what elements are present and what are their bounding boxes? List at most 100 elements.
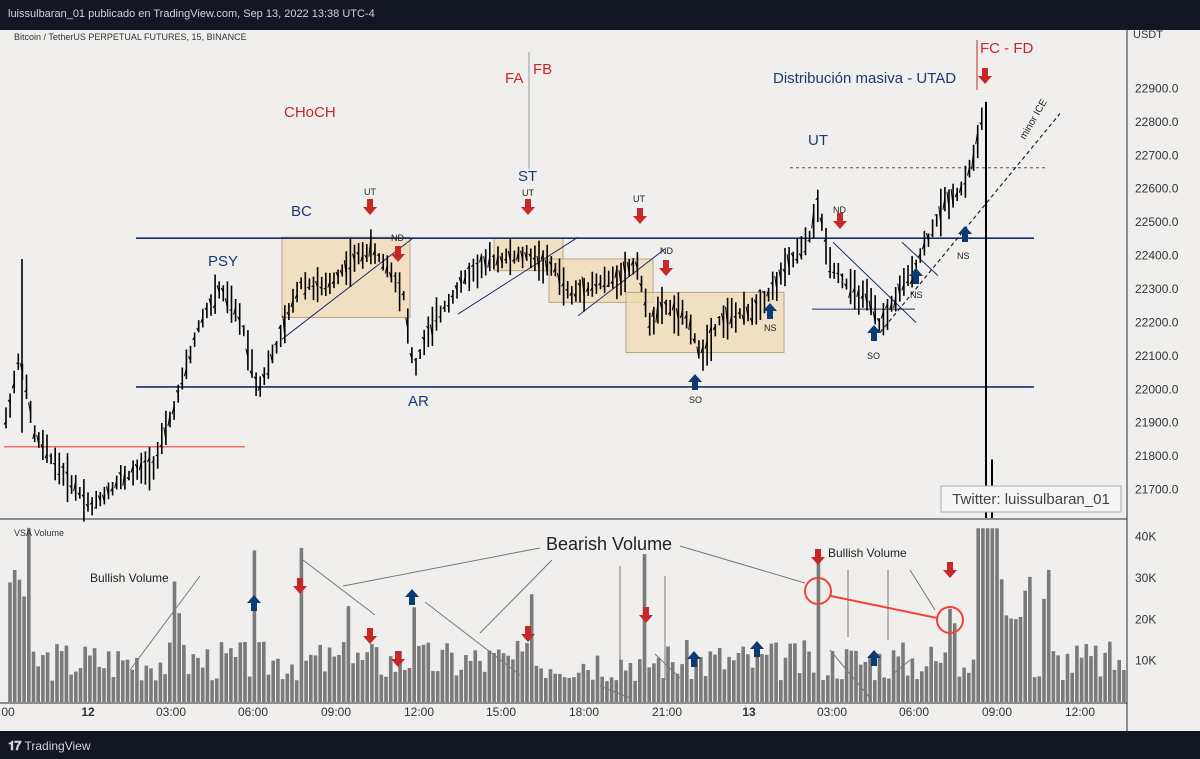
volume-bar: [929, 646, 933, 702]
volume-bar: [811, 672, 816, 702]
volume-bar: [830, 650, 835, 702]
ohlc-bar: [134, 463, 138, 469]
volume-bar: [746, 654, 750, 702]
volume-bar: [200, 667, 205, 702]
volume-highlight-circle: [804, 577, 832, 605]
volume-bar: [191, 654, 196, 702]
ohlc-bar: [733, 315, 737, 319]
bear-arrow: [811, 549, 825, 565]
bull-arrow: [867, 650, 881, 666]
volume-bar: [699, 656, 703, 702]
volume-bar: [633, 680, 637, 702]
volume-bar: [995, 528, 999, 702]
volume-bar: [78, 668, 83, 702]
ohlc-bar: [323, 287, 327, 290]
utad-label: Distribución masiva - UTAD: [773, 70, 956, 87]
ohlc-bar: [200, 317, 204, 323]
bull-arrow: [958, 226, 972, 242]
time-tick-label: 12:00: [404, 705, 434, 719]
volume-bar: [450, 652, 454, 702]
volume-bar: [69, 674, 73, 702]
ar-label: AR: [408, 393, 429, 410]
price-tick-label: 22100.0: [1135, 349, 1179, 363]
time-tick-label: 12:00: [1065, 705, 1095, 719]
volume-bar: [854, 650, 858, 702]
ohlc-bar: [614, 267, 618, 279]
volume-tick-label: 40K: [1135, 530, 1156, 544]
volume-bar: [1112, 669, 1117, 702]
volume-bar: [952, 623, 957, 702]
volume-bar: [1042, 598, 1046, 702]
volume-bar: [102, 668, 106, 702]
volume-bar: [431, 671, 435, 702]
bear-arrow: [639, 607, 653, 623]
volume-bar: [238, 642, 243, 702]
volume-bars: [8, 527, 1126, 702]
ohlc-bar: [712, 325, 716, 331]
ohlc-bar: [442, 306, 446, 310]
bear-arrow: [293, 578, 307, 594]
tradingview-logo[interactable]: 𝟏𝟕 TradingView: [8, 738, 91, 754]
volume-bar: [50, 680, 55, 702]
volume-tick-label: 30K: [1135, 571, 1156, 585]
volume-bar: [116, 651, 120, 702]
volume-bar: [736, 652, 741, 702]
volume-bar: [1023, 590, 1027, 702]
ohlc-bar: [516, 250, 519, 261]
price-chart[interactable]: CHoCH PSY BC AR ST UT FA FB Distribución masiva …: [0, 30, 1200, 731]
ohlc-bar: [807, 239, 810, 242]
ohlc-bar: [565, 288, 569, 292]
ohlc-bar: [261, 373, 265, 380]
volume-bar: [257, 642, 261, 702]
ohlc-bar: [130, 465, 134, 473]
volume-bar: [553, 673, 557, 702]
volume-bar: [210, 680, 214, 702]
volume-bar: [605, 681, 609, 702]
volume-bar: [1028, 576, 1032, 702]
ut-small-label: UT: [364, 187, 376, 197]
ohlc-bar: [101, 494, 105, 503]
ohlc-bar: [561, 282, 565, 287]
ohlc-bar: [499, 256, 503, 265]
volume-bar: [341, 642, 346, 702]
ohlc-bar: [397, 281, 400, 284]
bull-arrow: [867, 325, 881, 341]
ohlc-bar: [241, 325, 245, 328]
volume-bar: [920, 671, 924, 702]
ohlc-bar: [864, 293, 868, 304]
volume-bar: [567, 677, 572, 702]
bear-arrow: [391, 246, 405, 262]
volume-bar: [783, 657, 788, 702]
ohlc-bar: [856, 287, 860, 298]
ohlc-bar: [700, 345, 704, 354]
twitter-box: [940, 485, 1122, 513]
st-label: ST: [518, 168, 537, 185]
volume-bar: [534, 665, 539, 702]
ohlc-bar: [106, 486, 109, 497]
volume-bar: [877, 653, 882, 702]
price-tick-label: 22700.0: [1135, 148, 1179, 162]
volume-bar: [276, 658, 280, 702]
volume-bar: [266, 674, 271, 702]
volume-bar: [12, 570, 17, 702]
volume-bar: [247, 676, 252, 702]
ohlc-bar: [384, 264, 388, 274]
price-tick-label: 22900.0: [1135, 81, 1179, 95]
ohlc-bar: [741, 314, 745, 323]
bullish-volume-label: Bullish Volume: [90, 571, 169, 585]
ohlc-bar: [270, 354, 273, 364]
ohlc-bar: [634, 261, 638, 270]
volume-bar: [412, 607, 416, 702]
ohlc-bar: [811, 210, 815, 229]
volume-bar: [130, 669, 134, 702]
volume-bar: [957, 676, 962, 702]
volume-bar: [586, 670, 590, 702]
ohlc-bar: [278, 324, 282, 330]
psy-label: PSY: [208, 253, 238, 270]
volume-bar: [332, 656, 337, 702]
ohlc-bar: [159, 444, 163, 448]
volume-bar: [1122, 670, 1126, 702]
nd-label: ND: [391, 233, 404, 243]
ohlc-bar: [266, 373, 269, 376]
ohlc-bar: [155, 454, 158, 457]
